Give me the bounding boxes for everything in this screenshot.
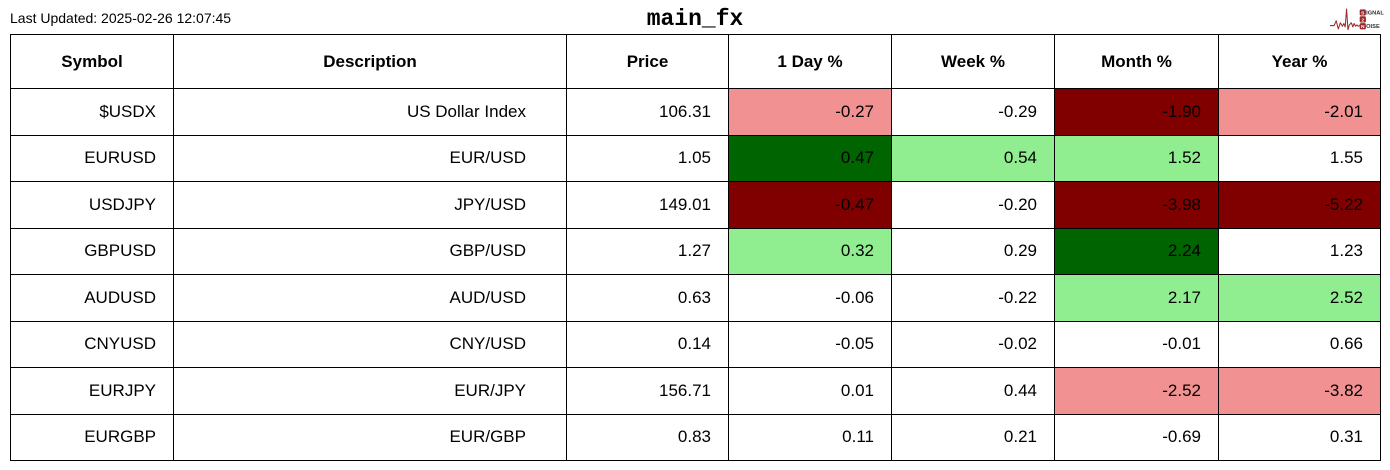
svg-text:2: 2	[1361, 17, 1364, 23]
svg-text:OISE: OISE	[1366, 24, 1380, 30]
svg-text:IGNAL: IGNAL	[1366, 10, 1384, 16]
svg-text:N: N	[1361, 24, 1365, 30]
